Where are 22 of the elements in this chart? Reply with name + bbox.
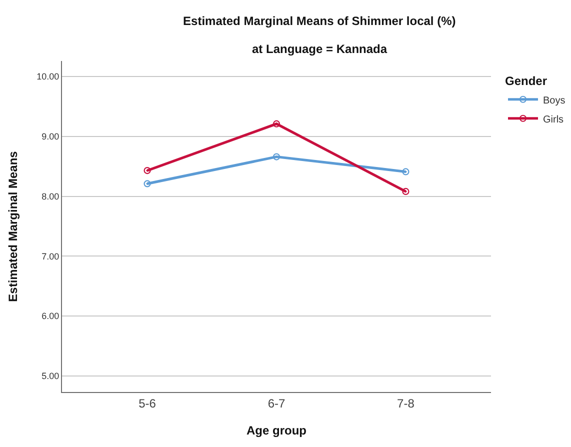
legend-title: Gender [505, 74, 548, 88]
point [272, 153, 280, 160]
y-tick-label: 5.00 [42, 370, 60, 381]
point [402, 168, 410, 176]
x-tick-label: 7-8 [397, 396, 415, 410]
chart-title: Estimated Marginal Means of Shimmer local (%) [183, 14, 456, 28]
x-axis-title: Age group [246, 423, 306, 438]
chart-subtitle: at Language = Kannada [252, 42, 388, 56]
y-tick-label: 7.00 [42, 251, 60, 262]
point [144, 180, 151, 188]
x-tick-label: 5-6 [138, 396, 156, 410]
y-tick-label: 9.00 [42, 132, 60, 142]
y-tick-label: 8.00 [42, 191, 60, 202]
point [402, 188, 410, 196]
legend-label: Girls [543, 114, 564, 126]
y-axis-title: Estimated Marginal Means [6, 150, 20, 302]
x-tick-label: 6-7 [268, 396, 286, 410]
y-tick-label: 10.00 [36, 72, 60, 82]
point [144, 166, 151, 174]
y-tick-label: 6.00 [42, 311, 60, 322]
legend-label: Boys [543, 95, 566, 106]
point [272, 120, 280, 128]
